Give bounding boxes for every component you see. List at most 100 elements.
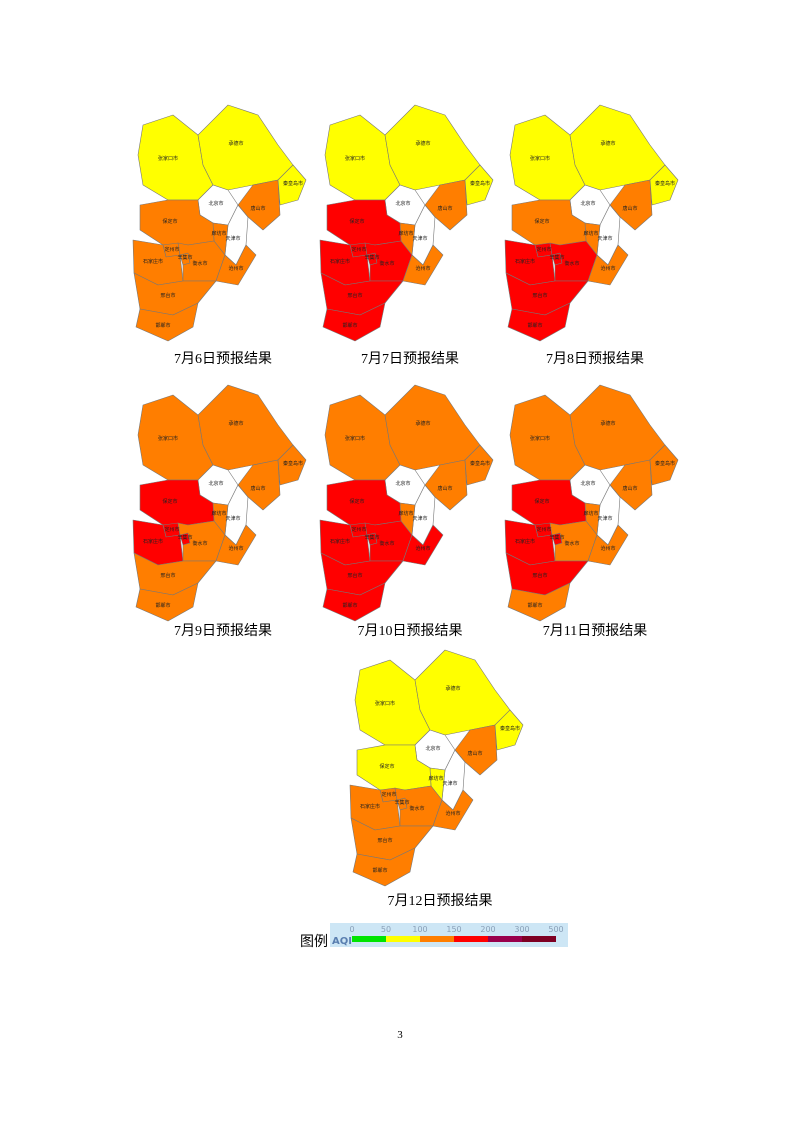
city-label: 秦皇岛市	[470, 180, 490, 187]
city-region	[237, 459, 281, 511]
page-number: 3	[397, 1029, 403, 1041]
city-label: 邢台市	[347, 572, 362, 579]
city-label: 邯郸市	[342, 322, 357, 329]
city-label: 定州市	[536, 526, 551, 533]
city-label: 石家庄市	[360, 803, 380, 810]
city-label: 辛集市	[364, 534, 379, 541]
city-label: 张家口市	[345, 155, 365, 162]
city-label: 邢台市	[532, 292, 547, 299]
city-label: 保定市	[162, 498, 177, 505]
city-label: 保定市	[534, 218, 549, 225]
city-label: 保定市	[534, 498, 549, 505]
legend-swatch	[454, 936, 488, 942]
city-label: 石家庄市	[330, 538, 350, 545]
city-label: 唐山市	[437, 485, 452, 492]
city-region	[356, 744, 432, 791]
city-label: 唐山市	[467, 750, 482, 757]
city-region	[277, 164, 307, 206]
city-label: 承德市	[445, 685, 460, 692]
city-label: 邢台市	[160, 292, 175, 299]
map-caption: 7月11日预报结果	[543, 623, 647, 639]
city-label: 张家口市	[530, 155, 550, 162]
city-region	[609, 179, 653, 231]
city-label: 定州市	[351, 246, 366, 253]
legend-tick-label: 500	[548, 925, 563, 934]
city-label: 邯郸市	[155, 322, 170, 329]
city-label: 张家口市	[345, 435, 365, 442]
city-label: 沧州市	[415, 545, 430, 552]
city-label: 定州市	[164, 526, 179, 533]
legend-tick-label: 150	[446, 925, 461, 934]
city-label: 天津市	[225, 515, 240, 522]
city-label: 石家庄市	[143, 538, 163, 545]
city-region	[135, 582, 199, 622]
city-label: 廊坊市	[398, 510, 413, 517]
city-label: 唐山市	[250, 205, 265, 212]
city-label: 邯郸市	[527, 322, 542, 329]
city-label: 秦皇岛市	[500, 725, 520, 732]
city-label: 廊坊市	[583, 230, 598, 237]
legend-swatch	[522, 936, 556, 942]
city-label: 北京市	[580, 480, 595, 487]
map-caption: 7月12日预报结果	[388, 893, 493, 909]
city-label: 石家庄市	[515, 538, 535, 545]
city-label: 衡水市	[409, 805, 424, 812]
city-label: 北京市	[395, 480, 410, 487]
city-label: 秦皇岛市	[283, 460, 303, 467]
city-label: 秦皇岛市	[655, 460, 675, 467]
legend-swatch	[352, 936, 386, 942]
city-label: 唐山市	[250, 485, 265, 492]
city-label: 石家庄市	[143, 258, 163, 265]
map-caption: 7月8日预报结果	[546, 351, 644, 367]
city-label: 廊坊市	[583, 510, 598, 517]
city-region	[454, 724, 498, 776]
legend-tick-label: 50	[381, 925, 391, 934]
legend-title: 图例	[300, 934, 328, 950]
city-label: 保定市	[349, 498, 364, 505]
city-label: 辛集市	[177, 254, 192, 261]
city-region	[394, 785, 443, 827]
city-label: 邯郸市	[372, 867, 387, 874]
city-label: 衡水市	[379, 540, 394, 547]
city-label: 唐山市	[622, 485, 637, 492]
city-region	[326, 479, 402, 526]
city-region	[364, 240, 413, 282]
legend-swatch	[386, 936, 420, 942]
city-label: 天津市	[597, 515, 612, 522]
city-label: 廊坊市	[211, 510, 226, 517]
city-region	[464, 444, 494, 486]
city-region	[649, 444, 679, 486]
city-label: 衡水市	[379, 260, 394, 267]
city-region	[177, 240, 226, 282]
city-label: 唐山市	[437, 205, 452, 212]
city-label: 辛集市	[549, 534, 564, 541]
city-label: 张家口市	[375, 700, 395, 707]
city-region	[322, 582, 386, 622]
city-label: 天津市	[597, 235, 612, 242]
city-label: 衡水市	[564, 260, 579, 267]
city-region	[649, 164, 679, 206]
city-label: 沧州市	[228, 265, 243, 272]
legend-tick-label: 300	[514, 925, 529, 934]
city-label: 衡水市	[192, 260, 207, 267]
city-label: 邯郸市	[527, 602, 542, 609]
map-caption: 7月9日预报结果	[174, 623, 272, 639]
city-label: 张家口市	[158, 435, 178, 442]
city-region	[511, 199, 587, 246]
city-label: 邢台市	[532, 572, 547, 579]
city-label: 石家庄市	[515, 258, 535, 265]
city-label: 辛集市	[177, 534, 192, 541]
city-label: 辛集市	[549, 254, 564, 261]
city-label: 沧州市	[445, 810, 460, 817]
legend-swatch	[488, 936, 522, 942]
city-label: 承德市	[228, 420, 243, 427]
city-label: 北京市	[208, 200, 223, 207]
city-label: 定州市	[351, 526, 366, 533]
city-label: 保定市	[162, 218, 177, 225]
